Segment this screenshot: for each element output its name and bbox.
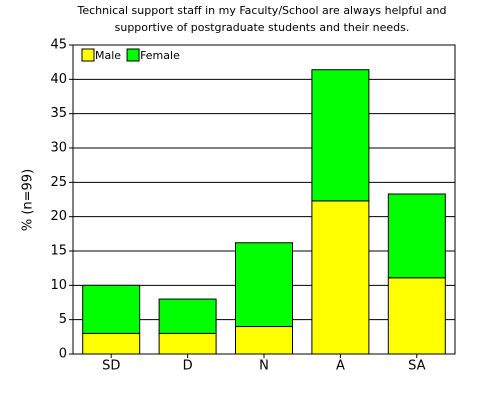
x-tick-label: D [183, 359, 193, 374]
y-tick-label: 5 [59, 312, 67, 327]
bar-segment [311, 69, 370, 202]
legend-label: Female [140, 49, 180, 62]
y-axis-label: % (n=99) [21, 169, 36, 231]
plot-frame [72, 44, 456, 355]
bar-segment [387, 277, 446, 355]
bar-segment [311, 200, 370, 355]
bar-segment [82, 332, 141, 355]
bar-segment [387, 193, 446, 279]
x-tick-label: A [336, 359, 345, 374]
y-tick-label: 15 [50, 244, 67, 259]
chart-title: Technical support staff in my Faculty/Sc… [77, 4, 447, 17]
bar-segment [235, 242, 293, 328]
y-tick-label: 45 [50, 38, 67, 53]
bar-segment [82, 284, 141, 334]
legend-swatch [81, 48, 95, 62]
x-tick-label: N [259, 359, 269, 374]
y-tick-label: 0 [59, 347, 67, 362]
bar-segment [158, 332, 217, 355]
y-tick-label: 30 [50, 141, 67, 156]
legend-label: Male [95, 49, 121, 62]
chart-title: supportive of postgraduate students and … [115, 21, 410, 34]
bar-segment [158, 298, 217, 334]
x-tick-label: SA [408, 359, 425, 374]
y-tick-label: 20 [50, 209, 67, 224]
legend-swatch [126, 48, 140, 62]
y-tick-label: 25 [50, 175, 67, 190]
y-tick-label: 10 [50, 278, 67, 293]
y-tick-label: 40 [50, 72, 67, 87]
y-tick-label: 35 [50, 106, 67, 121]
x-tick-label: SD [102, 359, 120, 374]
bar-segment [235, 326, 293, 355]
